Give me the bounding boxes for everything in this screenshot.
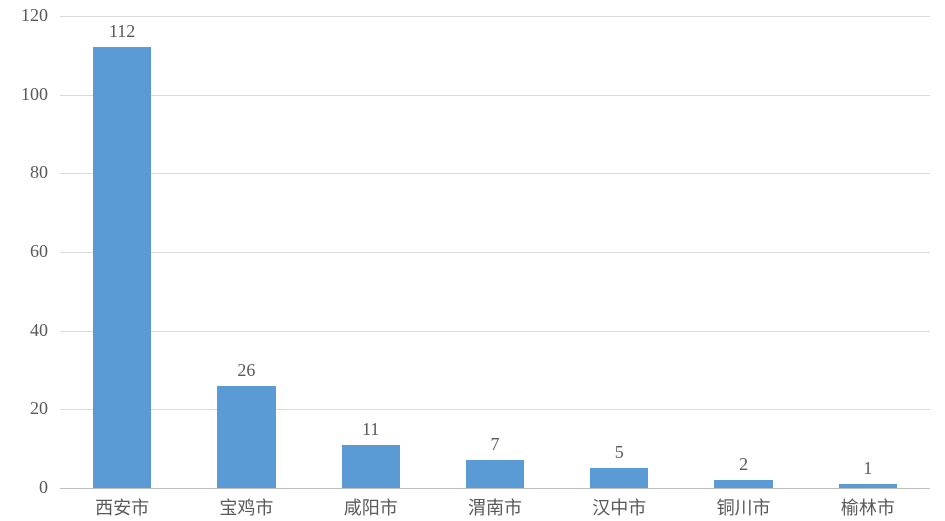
x-tick-label: 咸阳市 xyxy=(309,494,433,520)
value-label: 1 xyxy=(806,458,930,479)
x-tick-label: 渭南市 xyxy=(433,494,557,520)
y-tick-label: 120 xyxy=(0,5,48,26)
x-tick-label: 汉中市 xyxy=(557,494,681,520)
value-label: 2 xyxy=(681,454,805,475)
gridline xyxy=(60,16,930,17)
value-label: 26 xyxy=(184,360,308,381)
bar-chart: 0 20 40 60 80 100 120 112 26 117521 西安市宝鸡市咸阳市渭南市… xyxy=(0,0,945,521)
bar xyxy=(714,480,772,488)
gridline xyxy=(60,95,930,96)
gridline xyxy=(60,409,930,410)
x-tick-label: 宝鸡市 xyxy=(184,494,308,520)
y-tick-label: 80 xyxy=(0,162,48,183)
y-tick-label: 60 xyxy=(0,241,48,262)
value-label: 11 xyxy=(309,419,433,440)
bar xyxy=(466,460,524,488)
gridline xyxy=(60,488,930,489)
bar xyxy=(590,468,648,488)
x-tick-label: 西安市 xyxy=(60,494,184,520)
bar xyxy=(342,445,400,488)
x-tick-label: 铜川市 xyxy=(681,494,805,520)
gridline xyxy=(60,252,930,253)
value-label: 112 xyxy=(60,21,184,42)
y-tick-label: 100 xyxy=(0,84,48,105)
y-tick-label: 0 xyxy=(0,477,48,498)
value-label: 7 xyxy=(433,434,557,455)
y-tick-label: 40 xyxy=(0,320,48,341)
bar xyxy=(839,484,897,488)
bar xyxy=(217,386,275,488)
y-tick-label: 20 xyxy=(0,398,48,419)
x-tick-label: 榆林市 xyxy=(806,494,930,520)
gridline xyxy=(60,331,930,332)
bar xyxy=(93,47,151,488)
gridline xyxy=(60,173,930,174)
value-label: 5 xyxy=(557,442,681,463)
